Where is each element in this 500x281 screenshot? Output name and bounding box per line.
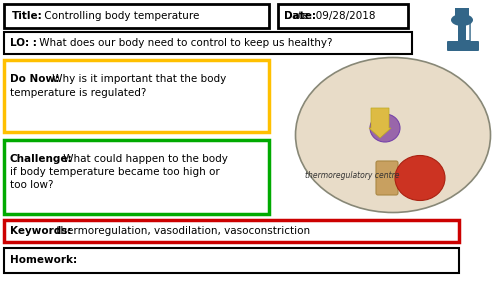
Text: thermoregulatory centre: thermoregulatory centre xyxy=(305,171,400,180)
Text: Title:: Title: xyxy=(12,11,43,21)
FancyBboxPatch shape xyxy=(4,140,269,214)
Text: Challenge:: Challenge: xyxy=(10,154,72,164)
Text: if body temperature became too high or: if body temperature became too high or xyxy=(10,167,220,177)
Text: Date:: Date: xyxy=(284,11,316,21)
Text: 🔬: 🔬 xyxy=(456,18,471,42)
Text: Controlling body temperature: Controlling body temperature xyxy=(41,11,200,21)
FancyBboxPatch shape xyxy=(4,248,459,273)
Text: Do Now:: Do Now: xyxy=(10,74,59,84)
Text: thermoregulation, vasodilation, vasoconstriction: thermoregulation, vasodilation, vasocons… xyxy=(53,226,310,236)
FancyBboxPatch shape xyxy=(4,60,269,132)
Text: Keywords:: Keywords: xyxy=(10,226,72,236)
Ellipse shape xyxy=(370,114,400,142)
FancyBboxPatch shape xyxy=(447,41,479,51)
FancyBboxPatch shape xyxy=(278,4,408,28)
FancyBboxPatch shape xyxy=(455,8,469,22)
FancyBboxPatch shape xyxy=(376,161,398,195)
Ellipse shape xyxy=(395,155,445,201)
Text: Why is it important that the body: Why is it important that the body xyxy=(49,74,226,84)
Text: too low?: too low? xyxy=(10,180,54,190)
Text: LO: :: LO: : xyxy=(10,38,37,48)
Text: What could happen to the body: What could happen to the body xyxy=(60,154,228,164)
FancyBboxPatch shape xyxy=(4,220,459,242)
FancyBboxPatch shape xyxy=(458,22,466,46)
FancyBboxPatch shape xyxy=(4,32,412,54)
Ellipse shape xyxy=(451,14,473,26)
Text: temperature is regulated?: temperature is regulated? xyxy=(10,88,146,98)
Text: What does our body need to control to keep us healthy?: What does our body need to control to ke… xyxy=(36,38,333,48)
Text: Homework:: Homework: xyxy=(10,255,77,265)
FancyBboxPatch shape xyxy=(4,4,269,28)
Text: Date: 09/28/2018: Date: 09/28/2018 xyxy=(284,11,376,21)
FancyArrow shape xyxy=(369,108,391,138)
Ellipse shape xyxy=(296,58,490,212)
